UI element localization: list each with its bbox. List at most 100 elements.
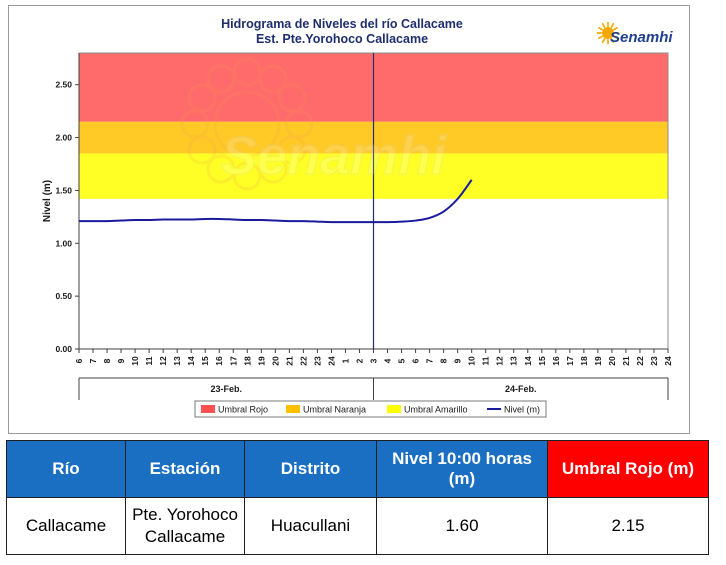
watermark-ray (180, 109, 210, 139)
sun-ray (598, 35, 603, 40)
legend-swatch (387, 405, 401, 413)
legend-box (194, 400, 547, 418)
x-tick-label: 23 (649, 356, 659, 366)
day-label: 23-Feb. (210, 384, 242, 394)
sun-ray (610, 38, 615, 43)
table-header-row: Río Estación Distrito Nivel 10:00 horas … (6, 440, 709, 498)
x-tick-label: 17 (565, 356, 575, 366)
sun-ray (601, 38, 606, 43)
y-tick-label: 2.50 (55, 80, 72, 90)
x-tick-label: 6 (74, 358, 84, 363)
x-tick-label: 20 (270, 356, 280, 366)
sun-ray (610, 23, 615, 28)
watermark: Senamhi (180, 57, 448, 191)
y-tick-label: 1.50 (55, 185, 72, 195)
x-tick-label: 10 (130, 356, 140, 366)
watermark-ray (232, 161, 262, 191)
legend-label: Umbral Amarillo (404, 405, 468, 415)
chart-frame: Hidrograma de Niveles del río Callacame … (8, 5, 690, 434)
x-tick-label: 24 (326, 356, 336, 366)
sun-ray (613, 35, 618, 40)
sun-ray (601, 23, 606, 28)
cell-estacion: Pte. Yorohoco Callacame (125, 497, 245, 555)
x-tick-label: 7 (425, 358, 435, 363)
x-tick-label: 9 (453, 358, 463, 363)
header-umbral-rojo: Umbral Rojo (m) (547, 440, 709, 498)
x-tick-label: 4 (383, 358, 393, 363)
hydrograph-chart: Hidrograma de Niveles del río Callacame … (42, 17, 673, 418)
series-line-nivel (78, 179, 473, 224)
watermark-ray (258, 154, 288, 184)
x-tick-label: 14 (523, 356, 533, 366)
watermark-ray (258, 64, 288, 94)
x-tick-label: 18 (242, 356, 252, 366)
x-tick-label: 15 (200, 356, 210, 366)
x-tick-label: 15 (537, 356, 547, 366)
watermark-ray (277, 83, 307, 113)
x-tick-label: 24 (663, 356, 673, 366)
watermark-ray (206, 64, 236, 94)
day-label: 24-Feb. (505, 384, 537, 394)
x-tick-label: 21 (284, 356, 294, 366)
legend-swatch (201, 405, 215, 413)
x-tick-label: 13 (509, 356, 519, 366)
x-tick-label: 7 (88, 358, 98, 363)
y-tick-label: 2.00 (55, 133, 72, 143)
chart-title: Hidrograma de Niveles del río Callacame (221, 17, 463, 31)
header-nivel: Nivel 10:00 horas (m) (376, 440, 548, 498)
x-tick-label: 16 (551, 356, 561, 366)
x-tick-label: 13 (172, 356, 182, 366)
legend-label: Umbral Naranja (303, 405, 366, 415)
x-tick-label: 22 (298, 356, 308, 366)
x-tick-label: 19 (593, 356, 603, 366)
y-tick-label: 1.00 (55, 238, 72, 248)
header-distrito: Distrito (244, 440, 377, 498)
x-tick-label: 19 (256, 356, 266, 366)
logo-text: Senamhi (610, 29, 673, 46)
summary-table: Río Estación Distrito Nivel 10:00 horas … (6, 440, 709, 555)
watermark-ray (232, 57, 262, 87)
x-tick-label: 9 (116, 358, 126, 363)
cell-umbral-rojo: 2.15 (547, 497, 709, 555)
table-row: Callacame Pte. Yorohoco Callacame Huacul… (6, 497, 709, 555)
watermark-ray (206, 154, 236, 184)
x-tick-label: 10 (467, 356, 477, 366)
x-tick-label: 11 (144, 356, 154, 365)
sun-ray (613, 26, 618, 31)
x-tick-label: 3 (369, 358, 379, 363)
x-tick-label: 11 (481, 356, 491, 365)
sun-icon (596, 21, 620, 45)
senamhi-logo: Senamhi (596, 21, 673, 46)
sun-disc (602, 27, 614, 39)
x-tick-label: 22 (635, 356, 645, 366)
watermark-disc (213, 90, 281, 158)
watermark-ray (187, 135, 217, 165)
header-estacion: Estación (125, 440, 245, 498)
sun-ray (598, 26, 603, 31)
x-tick-label: 2 (354, 358, 364, 363)
x-tick-label: 5 (397, 358, 407, 363)
legend-label: Umbral Rojo (218, 405, 268, 415)
x-tick-label: 8 (439, 358, 449, 363)
x-tick-label: 12 (495, 356, 505, 366)
y-tick-label: 0.50 (55, 291, 72, 301)
watermark-ray (277, 135, 307, 165)
watermark-text: Senamhi (221, 126, 447, 186)
x-tick-label: 20 (607, 356, 617, 366)
x-tick-label: 12 (158, 356, 168, 366)
x-tick-label: 18 (579, 356, 589, 366)
x-tick-label: 17 (228, 356, 238, 366)
watermark-ray (187, 83, 217, 113)
cell-rio: Callacame (6, 497, 126, 555)
x-tick-label: 6 (411, 358, 421, 363)
watermark-ray (284, 109, 314, 139)
x-tick-label: 8 (102, 358, 112, 363)
cell-nivel: 1.60 (376, 497, 548, 555)
x-tick-label: 16 (214, 356, 224, 366)
cell-distrito: Huacullani (244, 497, 377, 555)
y-tick-label: 0.00 (55, 344, 72, 354)
x-tick-label: 23 (312, 356, 322, 366)
y-axis-label: Nivel (m) (42, 180, 53, 222)
watermark-sun-icon (180, 57, 314, 191)
chart-subtitle: Est. Pte.Yorohoco Callacame (256, 32, 428, 46)
